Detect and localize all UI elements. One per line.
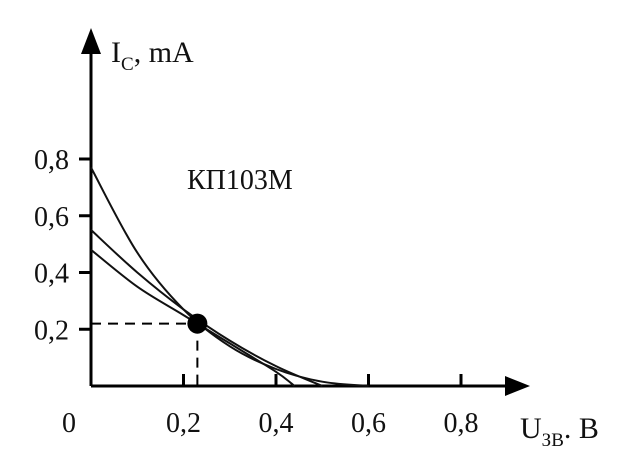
x-tick-label: 0,4	[259, 408, 294, 439]
y-tick-label: 0,6	[34, 202, 69, 233]
axes	[81, 28, 530, 396]
series-line-1	[91, 168, 369, 387]
chart: 0,2 0,4 0,6 0,8 0,2 0,4 0,6 0,8 0 КП103М IC, mA…	[0, 0, 637, 463]
x-tick-label: 0,6	[351, 408, 386, 439]
x-axis-label: UЗВ. В	[520, 412, 599, 451]
y-axis-label: IC, mA	[111, 36, 194, 75]
x-axis-label-main: U	[520, 412, 542, 445]
operating-point-marker	[187, 314, 207, 334]
y-axis-label-sub: C	[121, 54, 134, 75]
x-axis-label-sub: ЗВ	[542, 430, 564, 451]
x-tick-label: 0,8	[444, 408, 479, 439]
x-axis-label-suffix: . В	[564, 412, 599, 445]
series-line-2	[91, 230, 322, 386]
curves	[91, 168, 369, 387]
x-tick-label: 0,2	[166, 408, 201, 439]
chart-title: КП103М	[187, 165, 293, 196]
x-axis-arrow	[505, 376, 530, 396]
y-axis-arrow	[81, 28, 101, 54]
y-axis-label-suffix: , mA	[134, 36, 194, 69]
guide-lines	[91, 324, 197, 386]
y-tick-label: 0,8	[34, 145, 69, 176]
y-axis-label-main: I	[111, 36, 121, 69]
origin-label: 0	[62, 408, 76, 439]
y-tick-label: 0,2	[34, 315, 69, 346]
points	[187, 314, 207, 334]
y-tick-label: 0,4	[34, 259, 69, 290]
